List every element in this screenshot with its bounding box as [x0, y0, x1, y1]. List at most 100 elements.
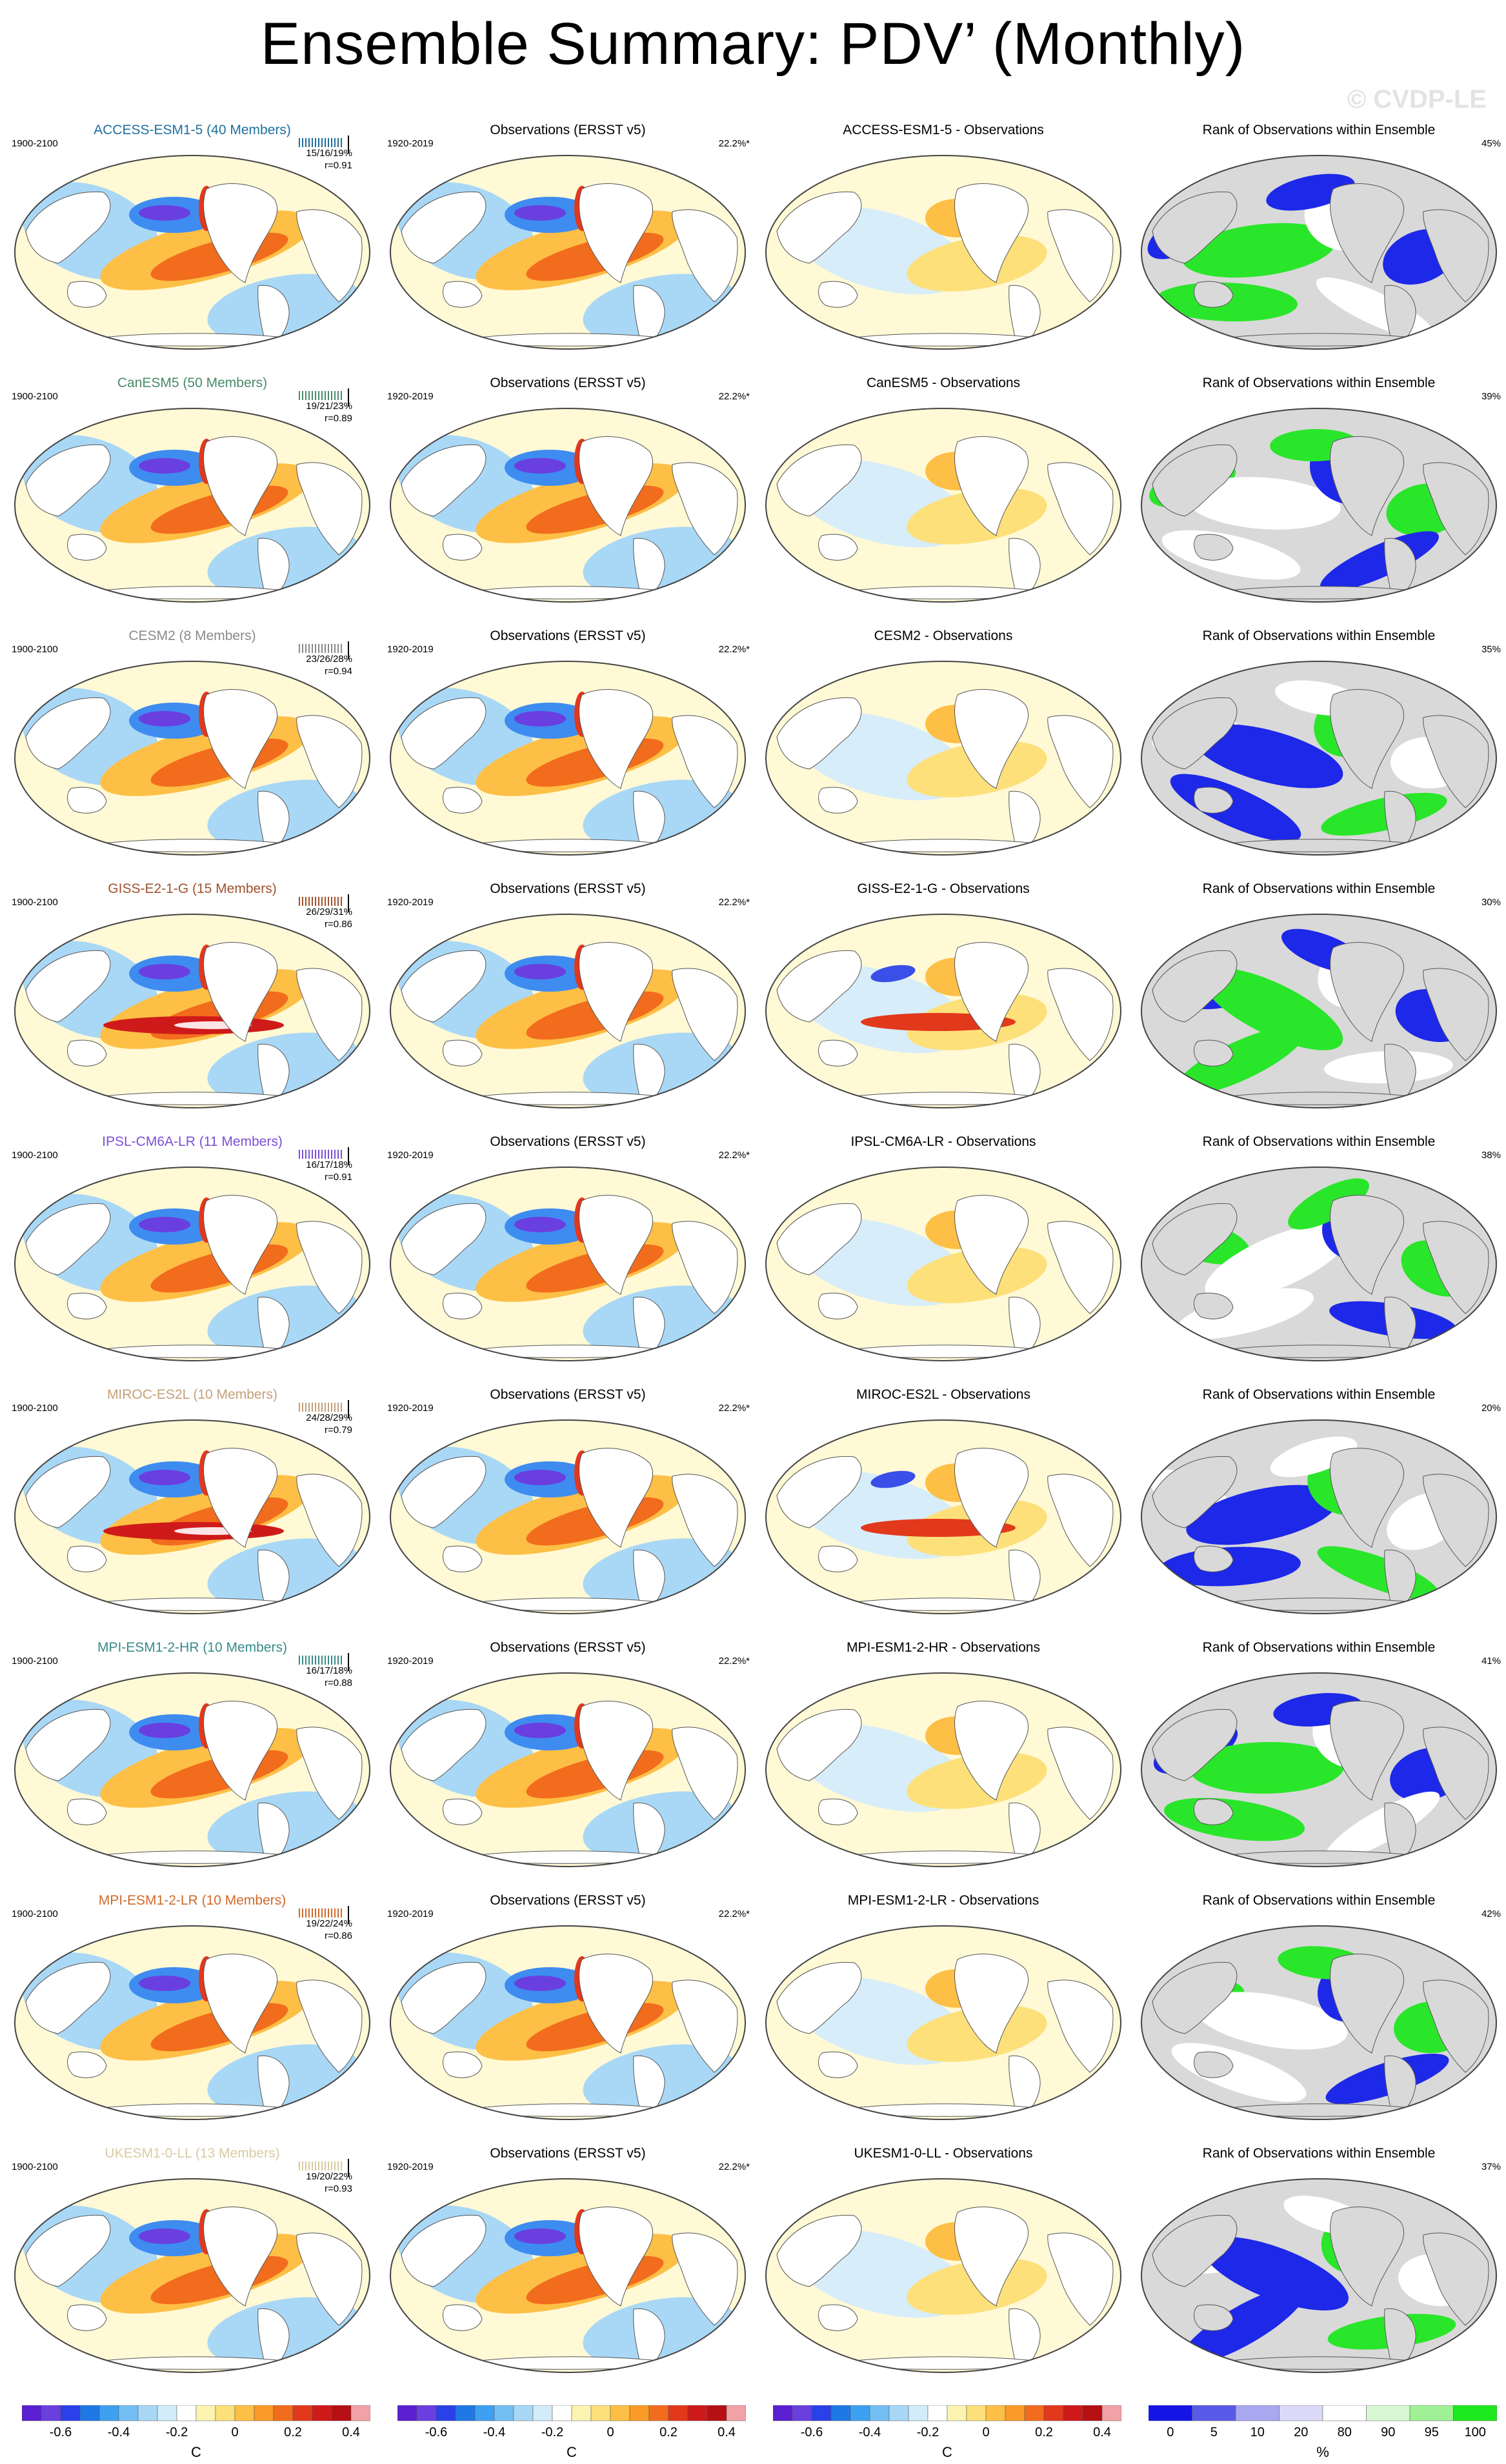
- obs-panel: Observations (ERSST v5) 1920-2019 22.2%*: [382, 1115, 754, 1367]
- rank-region: [1325, 1791, 1440, 1861]
- obs-map: [388, 659, 747, 857]
- pattern-correlation: r=0.93: [325, 2183, 352, 2194]
- diff-panel: IPSL-CM6A-LR - Observations: [758, 1115, 1129, 1367]
- rank-panel: Rank of Observations within Ensemble 30%: [1133, 862, 1505, 1114]
- model-panel: MPI-ESM1-2-LR (10 Members) 1900-2100 19/22…: [6, 1874, 378, 2125]
- model-map: [13, 1671, 372, 1868]
- model-panel: GISS-E2-1-G (15 Members) 1900-2100 26/29/3…: [6, 862, 378, 1114]
- obs-map: [388, 2177, 747, 2374]
- land-mass: [1329, 183, 1405, 283]
- land-mass: [401, 444, 487, 517]
- colorbar-swatch: [811, 2405, 832, 2421]
- map-border: [1141, 914, 1497, 1108]
- rank-panel: Rank of Observations within Ensemble 38%: [1133, 1115, 1505, 1367]
- land-mass: [818, 1292, 858, 1319]
- anomaly-region: [139, 1470, 190, 1485]
- rank-region: [1181, 2286, 1306, 2365]
- land-mass: [1152, 2214, 1238, 2287]
- anomaly-region: [514, 1723, 566, 1738]
- land-mass: [443, 786, 483, 814]
- land-mass: [1423, 968, 1489, 1061]
- diff-map: [764, 1671, 1123, 1868]
- rank-map: [1140, 1671, 1498, 1868]
- variance-range: 16/17/18%: [306, 1665, 352, 1676]
- colorbar-unit: C: [942, 2444, 952, 2460]
- anomaly-region: [514, 1217, 566, 1232]
- map-border: [765, 914, 1121, 1108]
- land-mass: [672, 1979, 738, 2073]
- land-mass: [1423, 209, 1489, 303]
- land-mass: [954, 1954, 1029, 2054]
- colorbar-tick-label: 80: [1338, 2425, 1352, 2439]
- obs-panel: Observations (ERSST v5) 1920-2019 22.2%*: [382, 2127, 754, 2378]
- percent-value: 37%: [1481, 2161, 1501, 2172]
- year-range: 1900-2100: [12, 2161, 58, 2172]
- land-mass: [25, 191, 111, 264]
- land-mass: [25, 950, 111, 1023]
- rank-region: [1288, 1178, 1369, 1230]
- land-mass: [672, 968, 738, 1061]
- ensemble-stats: 19/21/23% r=0.89: [306, 400, 352, 425]
- variance-range: 24/28/29%: [306, 1412, 352, 1423]
- member-ticks: [294, 135, 352, 155]
- land-mass: [296, 1979, 363, 2073]
- anomaly-region: [514, 205, 566, 221]
- land-mass: [776, 697, 862, 770]
- land-mass: [203, 436, 278, 536]
- variance-range: 16/17/18%: [306, 1159, 352, 1170]
- obs-map: [388, 1924, 747, 2121]
- colorbar-swatch: [1366, 2405, 1411, 2421]
- land-mass: [1047, 968, 1114, 1061]
- colorbar-swatch: [1043, 2405, 1064, 2421]
- colorbar-swatch: [1101, 2405, 1122, 2421]
- model-panel: UKESM1-0-LL (13 Members) 1900-2100 19/20/2…: [6, 2127, 378, 2378]
- colorbar-swatch: [176, 2405, 197, 2421]
- percent-value: 39%: [1481, 391, 1501, 402]
- land-mass: [401, 1961, 487, 2034]
- obs-panel: Observations (ERSST v5) 1920-2019 22.2%*: [382, 1621, 754, 1872]
- colorbar-tick-label: -0.6: [50, 2425, 72, 2439]
- land-mass: [1152, 1708, 1238, 1781]
- rank-region: [1205, 1223, 1349, 1301]
- colorbar-tick-label: 100: [1465, 2425, 1486, 2439]
- colorbar-tick-label: -0.6: [425, 2425, 447, 2439]
- land-mass: [1423, 462, 1489, 556]
- colorbar-tick-label: 0.4: [718, 2425, 736, 2439]
- map-border: [1141, 2178, 1497, 2373]
- year-range: 1900-2100: [12, 897, 58, 908]
- obs-map: [388, 154, 747, 351]
- land-mass: [1329, 436, 1405, 536]
- anomaly-region: [139, 964, 190, 979]
- map-border: [14, 1419, 370, 1614]
- colorbar-swatch: [726, 2405, 747, 2421]
- colorbar-swatch: [889, 2405, 909, 2421]
- anomaly-region: [139, 458, 190, 474]
- map-border: [765, 1672, 1121, 1867]
- diff-map: [764, 2177, 1123, 2374]
- diff-panel-title: CanESM5 - Observations: [866, 376, 1021, 390]
- colorbar-swatch: [513, 2405, 534, 2421]
- colorbar-swatch: [474, 2405, 495, 2421]
- map-border: [1141, 1925, 1497, 2120]
- land-mass: [776, 444, 862, 517]
- land-mass: [1194, 1798, 1234, 1825]
- map-border: [14, 1167, 370, 1361]
- colorbar-swatch: [1148, 2405, 1192, 2421]
- land-mass: [818, 534, 858, 561]
- diff-map: [764, 659, 1123, 857]
- colorbar-tick-label: 5: [1210, 2425, 1218, 2439]
- rank-region: [1194, 1992, 1348, 2050]
- colorbar-swatch: [552, 2405, 572, 2421]
- obs-panel: Observations (ERSST v5) 1920-2019 22.2%*: [382, 1874, 754, 2125]
- obs-panel-title: Observations (ERSST v5): [490, 628, 646, 643]
- variance-range: 26/29/31%: [306, 906, 352, 917]
- percent-value: 45%: [1481, 138, 1501, 149]
- ensemble-stats: 15/16/19% r=0.91: [306, 147, 352, 172]
- model-map: [13, 1418, 372, 1616]
- colorbar-swatch: [687, 2405, 708, 2421]
- colorbar-swatch: [571, 2405, 592, 2421]
- model-map: [13, 154, 372, 351]
- land-mass: [1329, 689, 1405, 789]
- rank-map: [1140, 659, 1498, 857]
- land-mass: [1329, 1954, 1405, 2054]
